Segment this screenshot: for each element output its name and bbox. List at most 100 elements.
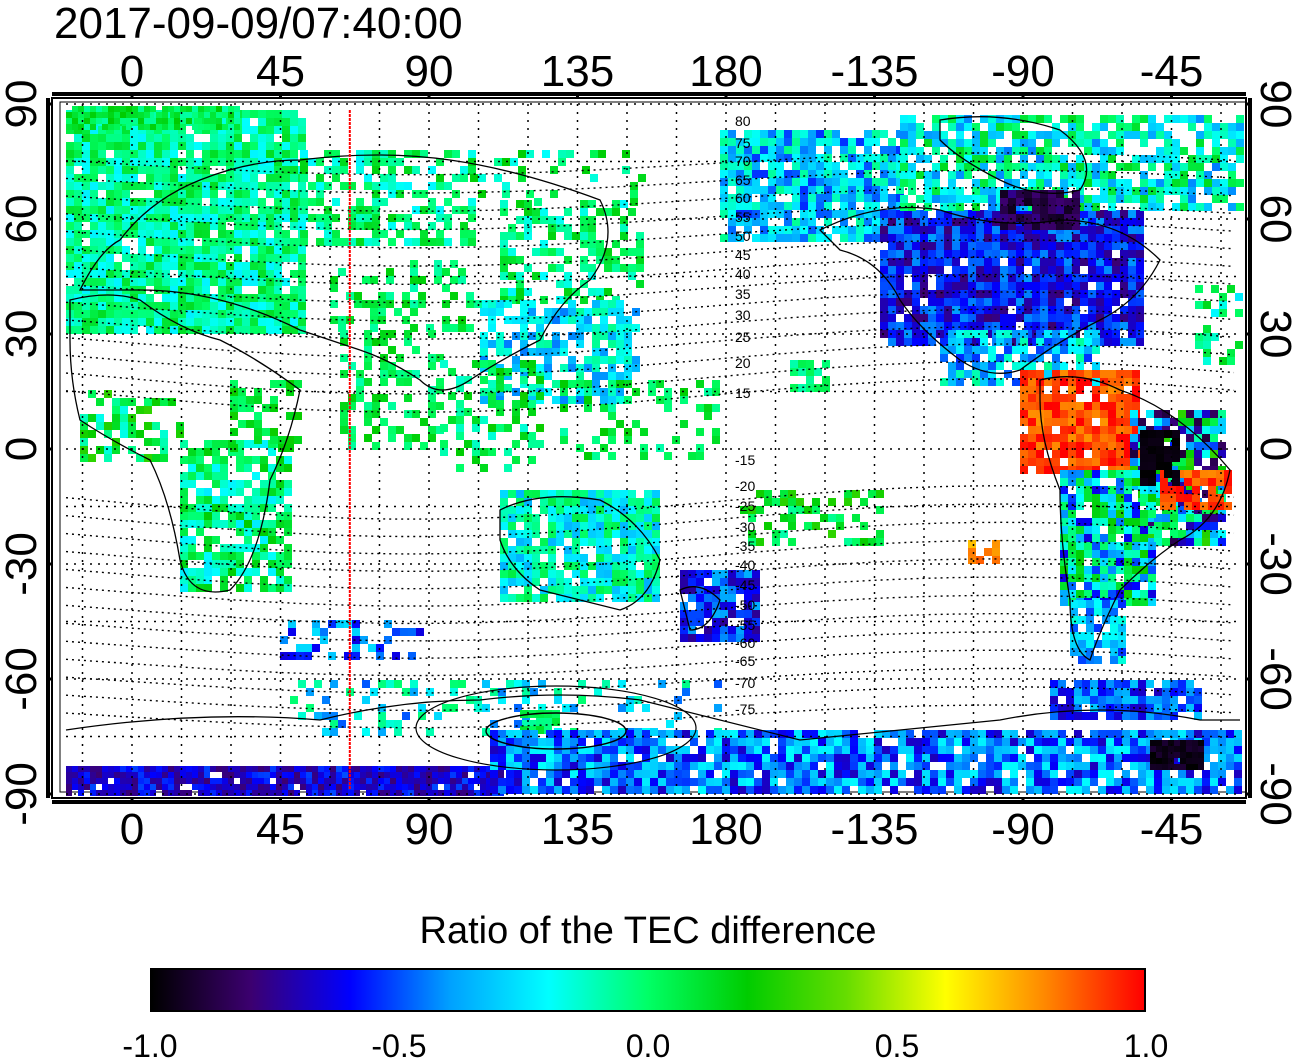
tec-cell (592, 308, 600, 316)
tec-cell (568, 380, 576, 388)
tec-cell (126, 124, 132, 130)
tec-cell (1008, 198, 1016, 206)
tec-cell (196, 504, 204, 512)
tec-cell (992, 298, 1000, 306)
tec-cell (594, 762, 602, 770)
tec-cell (946, 778, 954, 786)
tec-cell (524, 490, 532, 498)
tec-cell (1090, 770, 1098, 778)
tec-cell (154, 270, 162, 278)
tec-cell (66, 174, 74, 182)
tec-cell (1162, 758, 1168, 764)
tec-cell (1116, 139, 1124, 147)
tec-cell (1132, 187, 1140, 195)
tec-cell (1104, 218, 1112, 226)
tec-cell (250, 254, 258, 262)
tec-cell (540, 296, 548, 304)
tec-cell (580, 514, 588, 522)
tec-cell (744, 218, 752, 226)
tec-cell (612, 256, 620, 264)
tec-cell (1092, 147, 1100, 155)
tec-cell (580, 256, 588, 264)
tec-cell (102, 784, 108, 790)
tec-cell (1098, 730, 1106, 738)
tec-cell (1108, 187, 1116, 195)
tec-cell (570, 738, 578, 746)
tec-cell (1012, 330, 1020, 338)
tec-cell (626, 696, 634, 704)
tec-cell (834, 786, 842, 794)
tec-cell (516, 280, 524, 288)
tec-cell (688, 610, 696, 618)
tec-cell (880, 218, 888, 226)
tec-cell (168, 766, 174, 772)
tec-cell (498, 696, 506, 704)
tec-cell (904, 322, 912, 330)
tec-cell (786, 730, 794, 738)
tec-cell (202, 166, 210, 174)
tec-cell (882, 730, 890, 738)
tec-cell (74, 302, 82, 310)
tec-cell (652, 514, 660, 522)
tec-cell (682, 786, 690, 794)
tec-cell (186, 286, 194, 294)
tec-cell (890, 730, 898, 738)
tec-cell (752, 170, 760, 178)
tec-cell (1084, 402, 1092, 410)
tec-cell (66, 112, 72, 118)
tec-cell (202, 310, 210, 318)
tec-cell (992, 210, 1000, 218)
tec-cell (524, 522, 532, 530)
tec-cell (1024, 322, 1032, 330)
tec-cell (840, 226, 848, 234)
tec-cell (198, 106, 204, 112)
tec-cell (258, 166, 266, 174)
tec-cell (530, 754, 538, 762)
tec-cell (1120, 274, 1128, 282)
tec-cell (784, 210, 792, 218)
tec-cell (914, 738, 922, 746)
tec-cell (858, 770, 866, 778)
tec-cell (80, 454, 88, 462)
tec-cell (258, 790, 264, 796)
tec-cell (1032, 258, 1040, 266)
tec-cell (1210, 786, 1218, 794)
tec-cell (236, 488, 244, 496)
lon-tick-top-2: 90 (404, 47, 454, 96)
tec-cell (402, 300, 410, 308)
tec-cell (218, 206, 226, 214)
tec-cell (216, 106, 222, 112)
tec-cell (628, 490, 636, 498)
tec-cell (204, 560, 212, 568)
tec-cell (746, 786, 754, 794)
tec-cell (98, 246, 106, 254)
tec-cell (578, 770, 586, 778)
tec-cell (298, 126, 306, 134)
tec-cell (568, 316, 576, 324)
tec-cell (620, 232, 628, 240)
tec-cell (330, 790, 336, 796)
tec-cell (1052, 410, 1060, 418)
tec-cell (890, 746, 898, 754)
tec-cell (864, 234, 872, 242)
tec-cell (688, 634, 696, 642)
tec-cell (1058, 746, 1066, 754)
tec-cell (250, 214, 258, 222)
tec-cell (904, 298, 912, 306)
tec-cell (372, 190, 380, 198)
tec-cell (340, 238, 348, 246)
tec-cell (82, 310, 90, 318)
tec-cell (1178, 778, 1186, 786)
tec-cell (1120, 266, 1128, 274)
tec-cell (450, 790, 456, 796)
tec-cell (266, 206, 274, 214)
tec-cell (490, 688, 498, 696)
tec-cell (82, 158, 90, 166)
tec-cell (156, 766, 162, 772)
tec-cell (736, 578, 744, 586)
tec-cell (696, 380, 704, 388)
tec-cell (468, 214, 476, 222)
tec-cell (800, 186, 808, 194)
tec-cell (1012, 179, 1020, 187)
tec-cell (274, 190, 282, 198)
